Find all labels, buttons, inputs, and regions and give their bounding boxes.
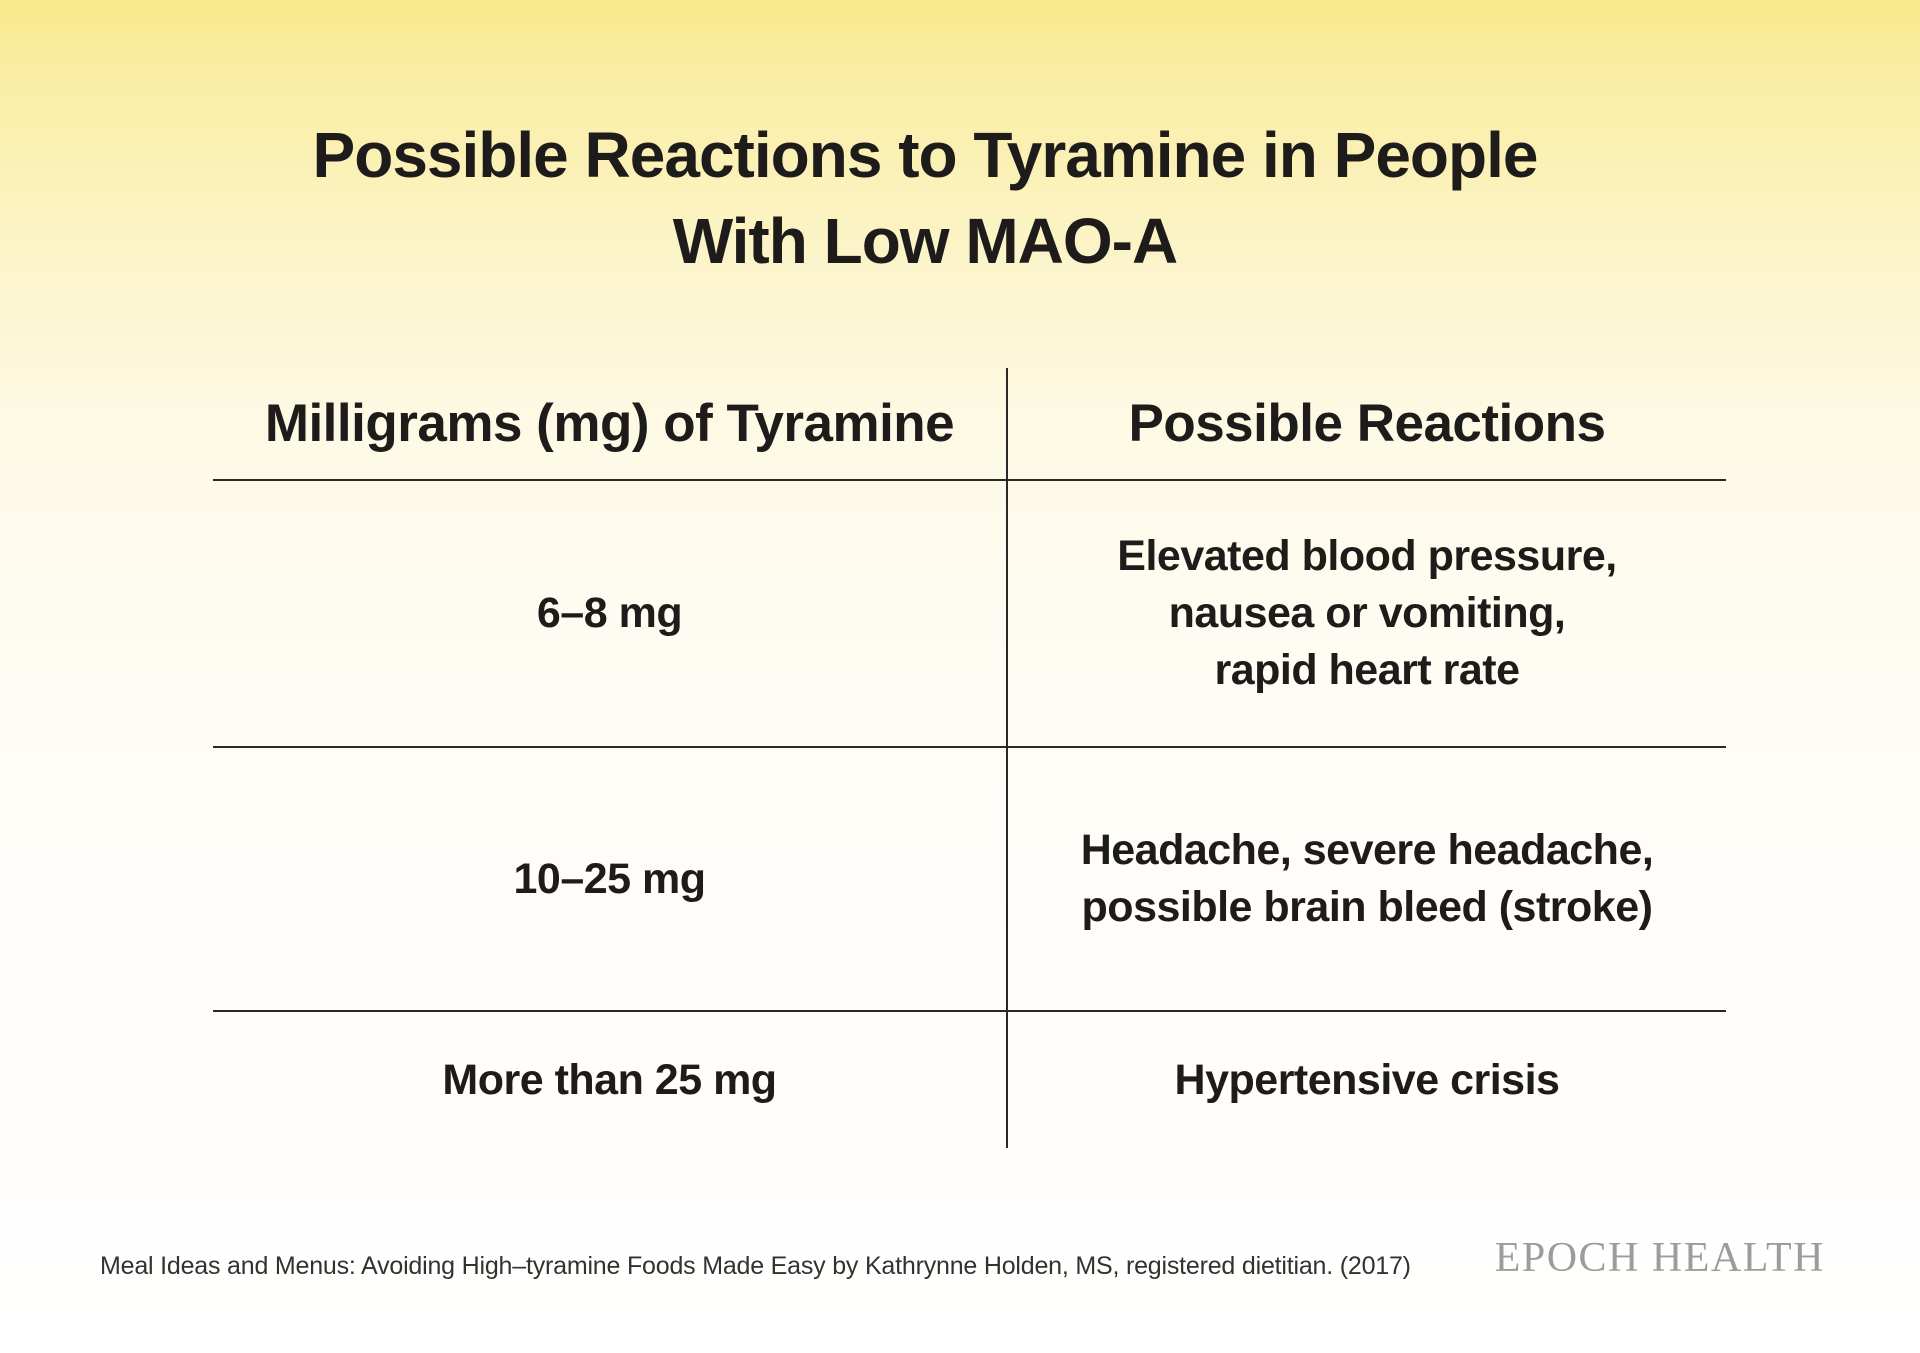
table-row-1-dose-cell: 6–8 mg (213, 481, 1008, 748)
reaction-line: Elevated blood pressure, (1117, 532, 1617, 580)
column-header-dose: Milligrams (mg) of Tyramine (213, 368, 1008, 481)
page-title: Possible Reactions to Tyramine in People… (0, 112, 1850, 284)
reaction-line: rapid heart rate (1214, 646, 1520, 694)
tyramine-reactions-table: Milligrams (mg) of Tyramine Possible Rea… (213, 368, 1726, 1148)
table-row-1-reaction-cell: Elevated blood pressure, nausea or vomit… (1008, 481, 1726, 748)
column-header-dose-label: Milligrams (mg) of Tyramine (264, 394, 955, 453)
table-row-2-reaction-cell: Headache, severe headache, possible brai… (1008, 748, 1726, 1012)
source-citation: Meal Ideas and Menus: Avoiding High–tyra… (100, 1252, 1411, 1280)
column-header-reactions: Possible Reactions (1008, 368, 1726, 481)
reaction-line: Hypertensive crisis (1174, 1055, 1560, 1104)
reaction-line: nausea or vomiting, (1168, 589, 1566, 637)
table-row-3-reaction-cell: Hypertensive crisis (1008, 1012, 1726, 1148)
epoch-health-logo: EPOCH HEALTH (1494, 1235, 1825, 1281)
page-title-line-2: With Low MAO-A (672, 205, 1178, 277)
table-row-3-dose-cell: More than 25 mg (213, 1012, 1008, 1148)
dose-value: 6–8 mg (536, 589, 683, 637)
page-title-line-1: Possible Reactions to Tyramine in People (312, 119, 1539, 191)
reaction-line: Headache, severe headache, (1080, 826, 1654, 874)
reaction-line: possible brain bleed (stroke) (1081, 883, 1653, 931)
column-header-reactions-label: Possible Reactions (1128, 394, 1606, 453)
dose-value: 10–25 mg (513, 854, 706, 903)
table-row-2-dose-cell: 10–25 mg (213, 748, 1008, 1012)
dose-value: More than 25 mg (442, 1055, 777, 1104)
